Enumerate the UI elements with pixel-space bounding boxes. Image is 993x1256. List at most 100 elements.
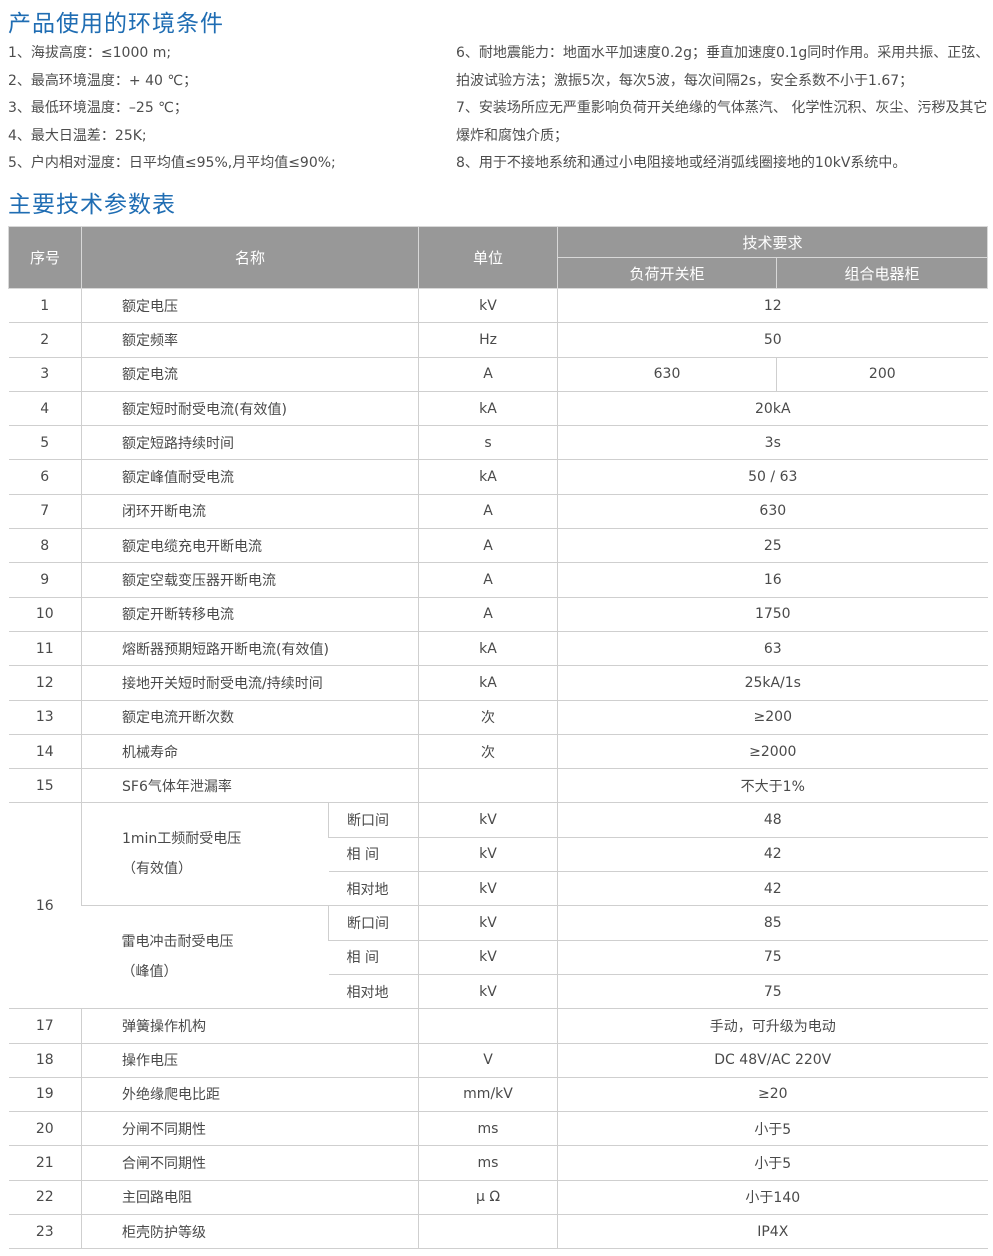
env-condition-item: 7、安装场所应无严重影响负荷开关绝缘的气体蒸汽、 化学性沉积、灰尘、污秽及其它爆… [456, 100, 988, 144]
row-name: 闭环开断电流 [80, 494, 419, 530]
row-seq: 13 [8, 700, 82, 735]
env-condition-item: 1、海拔高度：≤1000 m; [8, 45, 172, 61]
row-seq: 17 [8, 1008, 82, 1044]
row-name: 额定短路持续时间 [80, 425, 419, 461]
row-unit: A [418, 494, 558, 530]
row-value: 75 [557, 974, 988, 1010]
header-name: 名称 [80, 226, 420, 289]
row-value-a: 630 [557, 357, 777, 392]
table-row: 22 主回路电阻 μ Ω 小于140 [8, 1180, 988, 1216]
row-value: 42 [557, 837, 988, 873]
row-unit: kA [418, 391, 558, 427]
row-unit: kA [418, 631, 558, 667]
table-row: 15 SF6气体年泄漏率 不大于1% [8, 768, 988, 804]
header-seq: 序号 [8, 226, 82, 289]
row-name: 接地开关短时耐受电流/持续时间 [80, 665, 419, 701]
row-unit: kV [418, 905, 558, 941]
row-unit: s [418, 425, 558, 461]
row-name: 额定电流 [80, 357, 419, 392]
row-unit: 次 [418, 734, 558, 770]
env-condition-item: 8、用于不接地系统和通过小电阻接地或经消弧线圈接地的10kV系统中。 [456, 155, 907, 171]
row-name: 额定短时耐受电流(有效值) [80, 391, 419, 427]
table-row: 1 额定电压 kV 12 [8, 288, 988, 324]
table-row: 10 额定开断转移电流 A 1750 [8, 597, 988, 632]
header-col-a: 负荷开关柜 [557, 257, 778, 289]
row-seq: 16 [8, 802, 82, 1010]
env-conditions-right: 6、耐地震能力：地面水平加速度0.2g；垂直加速度0.1g同时作用。采用共振、正… [456, 40, 990, 178]
row-subname: 断口间 [327, 905, 419, 941]
row-seq: 18 [8, 1043, 82, 1078]
row-value: 不大于1% [557, 768, 988, 804]
table-row: 19 外绝缘爬电比距 mm/kV ≥20 [8, 1077, 988, 1113]
row-value: ≥20 [557, 1077, 988, 1113]
row-unit: kV [418, 288, 558, 324]
table-row: 4 额定短时耐受电流(有效值) kA 20kA [8, 391, 988, 427]
table-row: 11 熔断器预期短路开断电流(有效值) kA 63 [8, 631, 988, 667]
row-name: 分闸不同期性 [80, 1111, 419, 1147]
row-unit: μ Ω [418, 1180, 558, 1216]
row-name: 额定电缆充电开断电流 [80, 528, 419, 564]
table-row: 相 间 kV 75 [9, 940, 988, 975]
row-unit: A [418, 562, 558, 598]
group-name: 雷电冲击耐受电压 （峰值） [81, 905, 329, 1010]
row-name: 额定电压 [80, 288, 419, 324]
table-row: 13 额定电流开断次数次 ≥200 [8, 700, 988, 735]
row-value: 75 [557, 940, 988, 975]
table-row: 5 额定短路持续时间 s 3s [8, 425, 988, 461]
row-value: 48 [557, 802, 988, 838]
group-name-note: （峰值） [121, 964, 178, 981]
table-row: 9 额定空载变压器开断电流 A 16 [8, 562, 988, 598]
row-seq: 21 [8, 1145, 82, 1181]
row-unit: mm/kV [418, 1077, 558, 1113]
row-seq: 2 [8, 322, 82, 358]
row-value: 小于5 [557, 1145, 988, 1181]
row-name: 额定峰值耐受电流 [80, 459, 419, 495]
row-unit [418, 1214, 558, 1250]
table-row: 3 额定电流 A 630 200 [8, 357, 988, 392]
group-name-label: 雷电冲击耐受电压 [121, 934, 234, 951]
row-subname: 相 间 [328, 940, 419, 975]
row-subname: 相对地 [328, 871, 419, 907]
row-name: 额定频率 [80, 322, 419, 358]
table-row: 20 分闸不同期性 ms 小于5 [8, 1111, 988, 1147]
env-condition-item: 3、最低环境温度：–25 ℃； [8, 100, 188, 116]
table-row: 18 操作电压 V DC 48V/AC 220V [8, 1043, 988, 1078]
row-unit [418, 1008, 558, 1044]
row-unit: kV [418, 940, 558, 975]
row-name: 弹簧操作机构 [80, 1008, 419, 1044]
row-unit: kV [418, 802, 558, 838]
env-section-title: 产品使用的环境条件 [8, 11, 224, 37]
table-row: 2 额定频率 Hz 50 [8, 322, 988, 358]
row-value: 1750 [557, 597, 988, 632]
row-name: SF6气体年泄漏率 [80, 768, 419, 804]
row-value: 42 [557, 871, 988, 907]
row-value: 63 [557, 631, 988, 667]
row-name: 额定开断转移电流 [80, 597, 419, 632]
row-seq: 20 [8, 1111, 82, 1147]
row-seq: 12 [8, 665, 82, 701]
row-value: ≥200 [557, 700, 988, 735]
row-unit: kV [418, 871, 558, 907]
row-value: ≥2000 [557, 734, 988, 770]
row-name: 额定空载变压器开断电流 [80, 562, 419, 598]
table-row: 7 闭环开断电流 A 630 [8, 494, 988, 530]
row-name: 额定电流开断次数 [80, 700, 419, 735]
row-unit [418, 768, 558, 804]
row-value: 25kA/1s [557, 665, 988, 701]
row-name: 熔断器预期短路开断电流(有效值) [80, 631, 419, 667]
table-row: 16 1min工频耐受电压 （有效值） 断口间 kV 48 [8, 802, 988, 1010]
table-row: 6 额定峰值耐受电流 kA 50 / 63 [8, 459, 988, 495]
row-value: 50 [557, 322, 988, 358]
row-unit: kV [418, 974, 558, 1010]
row-unit: kA [418, 665, 558, 701]
row-subname: 断口间 [327, 802, 419, 838]
row-seq: 14 [8, 734, 82, 770]
row-subname: 相对地 [328, 974, 419, 1010]
row-name: 柜壳防护等级 [80, 1214, 419, 1250]
row-value: 25 [557, 528, 988, 564]
row-unit: Hz [418, 322, 558, 358]
row-unit: 次 [418, 700, 558, 735]
row-seq: 1 [8, 288, 82, 324]
row-value: 50 / 63 [557, 459, 988, 495]
table-row: 14 机械寿命次 ≥2000 [8, 734, 988, 770]
